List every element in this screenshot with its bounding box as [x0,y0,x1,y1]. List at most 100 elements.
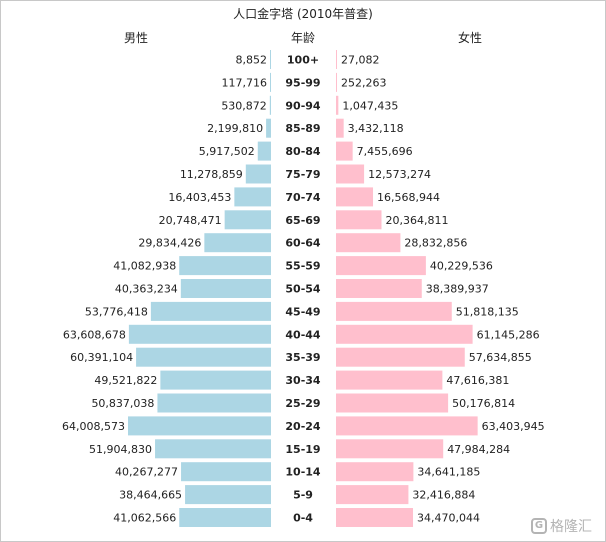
male-value-label: 53,776,418 [85,305,148,318]
age-group-label: 90-94 [285,99,321,112]
female-bar [336,210,382,230]
female-header: 女性 [458,30,482,45]
age-group-label: 75-79 [285,168,320,181]
female-bar [336,416,478,436]
logo-icon: G [531,518,547,534]
male-value-label: 60,391,104 [70,351,133,364]
male-value-label: 41,062,566 [113,512,176,525]
male-value-label: 40,267,277 [115,466,178,479]
male-bar [224,210,271,230]
male-bar [245,164,271,184]
female-value-label: 16,568,944 [377,191,440,204]
female-value-label: 51,818,135 [456,305,519,318]
female-bar [336,347,465,367]
chart-title: 人口金字塔 (2010年普查) [233,6,373,21]
age-group-label: 10-14 [285,466,321,479]
watermark: G 格隆汇 [531,516,592,536]
female-value-label: 50,176,814 [452,397,515,410]
male-bar [234,187,271,207]
female-bar [336,508,414,527]
age-group-label: 65-69 [285,214,320,227]
female-value-label: 1,047,435 [342,99,398,112]
male-bar [179,508,271,527]
male-bar [257,141,271,161]
age-group-label: 85-89 [285,122,320,135]
female-bar [336,279,422,298]
male-value-label: 117,716 [222,76,268,89]
female-bar [336,141,353,161]
female-value-label: 57,634,855 [469,351,532,364]
age-group-label: 100+ [287,54,319,67]
male-bar [266,118,271,138]
female-bar [336,233,401,253]
male-bar [157,393,271,413]
male-bar [270,50,271,69]
male-bar [204,233,271,253]
male-value-label: 29,834,426 [138,237,201,250]
male-value-label: 8,852 [236,54,268,67]
female-value-label: 47,616,381 [446,374,509,387]
male-value-label: 530,872 [221,99,267,112]
female-value-label: 12,573,274 [368,168,431,181]
female-value-label: 34,641,185 [417,466,480,479]
female-bar [336,301,452,321]
female-value-label: 32,416,884 [412,489,475,502]
female-value-label: 61,145,286 [477,328,540,341]
female-bar [336,370,443,390]
female-value-label: 252,263 [341,76,387,89]
female-value-label: 47,984,284 [447,443,510,456]
female-bar [336,50,337,69]
male-value-label: 20,748,471 [159,214,222,227]
female-value-label: 7,455,696 [357,145,413,158]
male-value-label: 16,403,453 [168,191,231,204]
male-value-label: 5,917,502 [199,145,255,158]
age-group-label: 20-24 [285,420,321,433]
male-value-label: 2,199,810 [207,122,263,135]
female-value-label: 38,389,937 [426,283,489,296]
age-group-label: 35-39 [285,351,320,364]
age-header: 年龄 [291,31,315,45]
male-bar [136,347,271,367]
male-header: 男性 [124,31,148,45]
female-bar [336,439,444,459]
age-group-label: 60-64 [285,237,321,250]
male-bar [181,462,271,482]
female-value-label: 20,364,811 [385,214,448,227]
female-bar [336,95,339,115]
female-bar [336,462,414,482]
male-value-label: 11,278,859 [180,168,243,181]
age-group-label: 45-49 [285,305,320,318]
female-value-label: 40,229,536 [430,260,493,273]
age-group-label: 15-19 [285,443,320,456]
age-group-label: 0-4 [293,512,313,525]
age-group-label: 25-29 [285,397,320,410]
female-bar [336,72,337,92]
age-group-label: 95-99 [285,76,320,89]
male-bar [179,256,271,276]
female-bar [336,164,365,184]
female-bar [336,485,409,505]
male-bar [150,301,271,321]
female-value-label: 3,432,118 [348,122,404,135]
male-value-label: 38,464,665 [119,489,182,502]
male-value-label: 49,521,822 [94,374,157,387]
male-value-label: 51,904,830 [89,443,152,456]
age-group-label: 50-54 [285,283,321,296]
male-bar [155,439,271,459]
male-bar [269,95,271,115]
female-value-label: 28,832,856 [404,237,467,250]
age-group-label: 40-44 [285,328,321,341]
age-group-label: 70-74 [285,191,321,204]
age-group-label: 80-84 [285,145,321,158]
male-value-label: 41,082,938 [113,260,176,273]
female-bar [336,324,473,344]
female-value-label: 34,470,044 [417,512,480,525]
age-group-label: 30-34 [285,374,321,387]
age-group-label: 5-9 [293,489,313,502]
male-bar [180,279,271,298]
male-bar [185,485,271,505]
male-bar [128,416,271,436]
male-bar [270,72,271,92]
female-bar [336,256,426,276]
